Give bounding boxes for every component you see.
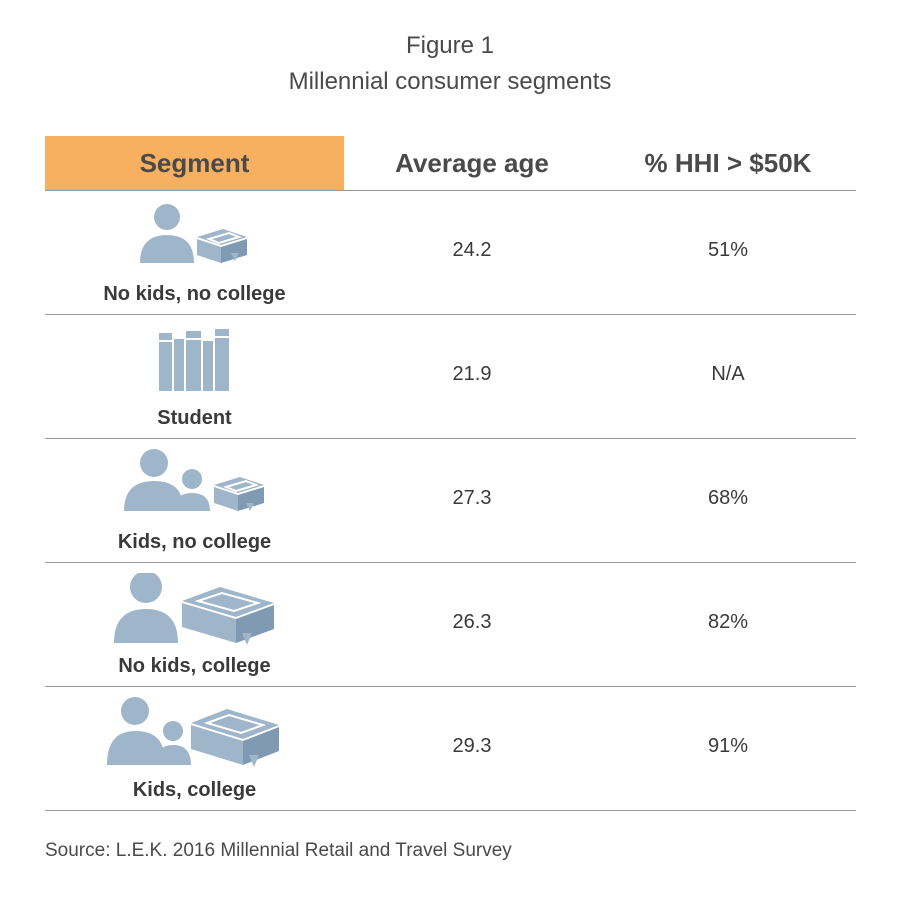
figure-title: Figure 1 bbox=[405, 32, 495, 59]
table-row: Kids, no college 27.3 68% bbox=[45, 439, 856, 563]
segment-cell: Kids, college bbox=[45, 687, 344, 810]
hhi-value: N/A bbox=[711, 363, 745, 385]
average-age-value: 21.9 bbox=[452, 363, 492, 385]
segment-label: No kids, no college bbox=[103, 283, 286, 305]
average-age-value: 29.3 bbox=[452, 735, 492, 757]
table-row: No kids, no college 24.2 51% bbox=[45, 191, 856, 315]
segment-cell: Kids, no college bbox=[45, 439, 344, 562]
table-row: Student 21.9 N/A bbox=[45, 315, 856, 439]
average-age-value: 26.3 bbox=[452, 611, 492, 633]
family-large-book-icon bbox=[45, 697, 344, 777]
segment-label: No kids, college bbox=[118, 655, 271, 677]
segments-table: Segment Average age % HHI > $50K No kids… bbox=[45, 136, 856, 811]
header-hhi: % HHI > $50K bbox=[644, 147, 812, 178]
segment-label: Kids, no college bbox=[117, 531, 272, 553]
hhi-value: 51% bbox=[707, 239, 749, 261]
hhi-value: 68% bbox=[707, 487, 749, 509]
figure-subtitle: Millennial consumer segments bbox=[288, 68, 612, 95]
segment-cell: No kids, no college bbox=[45, 191, 344, 314]
source-note: Source: L.E.K. 2016 Millennial Retail an… bbox=[45, 840, 512, 861]
hhi-value: 82% bbox=[707, 611, 749, 633]
header-segment: Segment bbox=[45, 136, 344, 190]
table-header: Segment Average age % HHI > $50K bbox=[45, 136, 856, 191]
table-row: No kids, college 26.3 82% bbox=[45, 563, 856, 687]
table-row: Kids, college 29.3 91% bbox=[45, 687, 856, 811]
segment-cell: No kids, college bbox=[45, 563, 344, 686]
average-age-value: 27.3 bbox=[452, 487, 492, 509]
average-age-value: 24.2 bbox=[452, 239, 492, 261]
hhi-value: 91% bbox=[707, 735, 749, 757]
family-book-icon bbox=[45, 449, 344, 529]
segment-cell: Student bbox=[45, 315, 344, 438]
segment-label: Student bbox=[157, 407, 232, 429]
segment-label: Kids, college bbox=[132, 779, 257, 801]
header-average-age: Average age bbox=[395, 147, 549, 178]
books-icon bbox=[45, 325, 344, 405]
person-large-book-icon bbox=[45, 573, 344, 653]
person-book-icon bbox=[45, 201, 344, 281]
